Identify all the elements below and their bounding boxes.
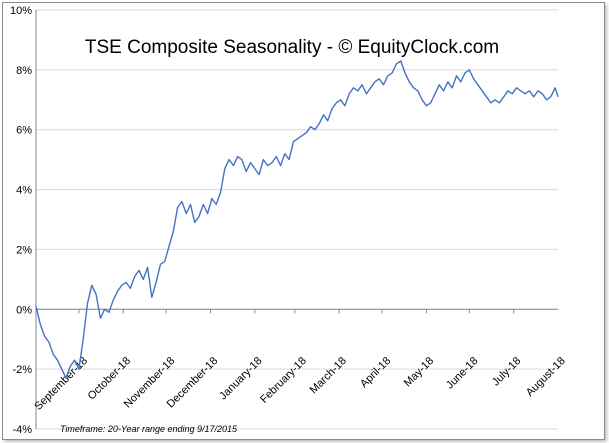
- chart-title: TSE Composite Seasonality - © EquityCloc…: [85, 37, 499, 58]
- x-tick-label: March-18: [308, 355, 349, 396]
- y-tick-label: -4%: [12, 424, 32, 436]
- x-tick-label: July-18: [490, 355, 524, 389]
- chart-frame: [2, 2, 605, 440]
- series-line: [35, 60, 559, 379]
- y-tick-label: 6%: [16, 125, 32, 137]
- x-tick-label: September-18: [32, 355, 90, 413]
- x-tick-label: May-18: [402, 355, 436, 389]
- y-tick-label: 10%: [10, 5, 32, 17]
- gridlines: [36, 9, 558, 430]
- x-tick-label: February-18: [258, 355, 309, 406]
- y-tick-label: -2%: [12, 364, 32, 376]
- y-tick-label: 4%: [16, 185, 32, 197]
- x-tick-label: August-18: [524, 355, 568, 399]
- x-tick-label: January-18: [217, 355, 264, 402]
- y-tick-label: 2%: [16, 244, 32, 256]
- y-tick-label: 0%: [16, 304, 32, 316]
- x-tick-labels: September-18October-18November-18Decembe…: [32, 309, 568, 413]
- x-tick-label: October-18: [86, 355, 133, 402]
- timeframe-note: Timeframe: 20-Year range ending 9/17/201…: [60, 424, 238, 434]
- x-tick-label: June-18: [444, 355, 481, 392]
- y-tick-labels: -4% -2% 0% 2% 4% 6% 8% 10%: [10, 5, 32, 436]
- x-tick-label: April-18: [358, 355, 393, 390]
- y-tick-label: 8%: [16, 65, 32, 77]
